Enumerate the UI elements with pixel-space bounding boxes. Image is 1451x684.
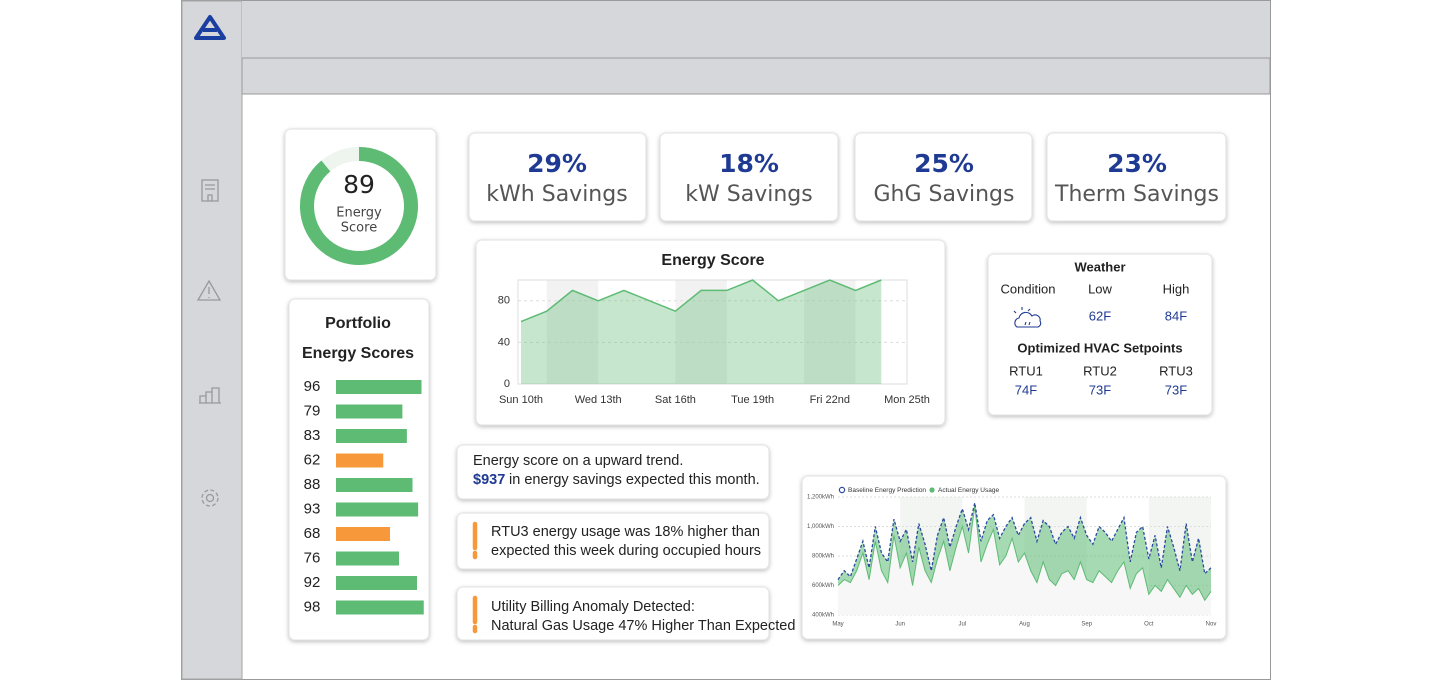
legend-label: Actual Energy Usage	[938, 487, 999, 494]
weather-title: Weather	[1074, 259, 1125, 274]
x-tick-label: Jun	[895, 622, 905, 628]
portfolio-title: Portfolio	[325, 315, 391, 332]
y-tick-label: 40	[498, 336, 510, 348]
x-tick-label: Jul	[958, 622, 966, 628]
alert-text: expected this week during occupied hours	[491, 543, 761, 559]
y-tick-label: 80	[498, 295, 510, 307]
setpoint: 74F	[1015, 382, 1037, 397]
x-tick-label: Fri 22nd	[810, 394, 850, 406]
setpoint: 73F	[1165, 382, 1187, 397]
x-tick-label: Aug	[1019, 622, 1030, 628]
savings-label: kWh Savings	[486, 182, 627, 207]
portfolio-bar	[336, 503, 418, 517]
portfolio-score: 68	[304, 525, 321, 542]
legend-marker	[839, 487, 844, 492]
weather-header: High	[1163, 281, 1190, 296]
portfolio-bar	[336, 552, 399, 566]
portfolio-score: 93	[304, 500, 321, 517]
unit-label: RTU3	[1159, 363, 1193, 378]
portfolio-bar	[336, 527, 390, 541]
weather-header: Low	[1088, 281, 1112, 296]
x-tick-label: Nov	[1206, 622, 1217, 628]
x-tick-label: May	[832, 622, 843, 628]
alert-text: in energy savings expected this month.	[509, 472, 760, 488]
legend-label: Baseline Energy Prediction	[848, 487, 926, 494]
unit-label: RTU2	[1083, 363, 1117, 378]
portfolio-score: 79	[304, 402, 321, 419]
x-tick-label: Tue 19th	[731, 394, 774, 406]
unit-label: RTU1	[1009, 363, 1043, 378]
portfolio-score: 96	[304, 378, 321, 395]
weather-high: 84F	[1165, 308, 1187, 323]
portfolio-score: 62	[304, 451, 321, 468]
alert-text: Natural Gas Usage 47% Higher Than Expect…	[491, 618, 795, 634]
portfolio-bar	[336, 380, 422, 394]
portfolio-bar	[336, 601, 424, 615]
portfolio-bar	[336, 478, 413, 492]
x-tick-label: Sep	[1081, 622, 1092, 628]
top-bar	[242, 1, 1270, 58]
portfolio-bar	[336, 576, 417, 590]
portfolio-score: 98	[304, 598, 321, 615]
savings-value: 29%	[527, 149, 587, 178]
x-tick-label: Sat 16th	[655, 394, 696, 406]
legend-marker	[929, 487, 934, 492]
x-tick-label: Mon 25th	[884, 394, 930, 406]
sidebar	[182, 1, 242, 679]
y-tick-label: 0	[504, 378, 510, 390]
y-tick-label: 800kWh	[812, 554, 834, 560]
x-tick-label: Sun 10th	[499, 394, 543, 406]
weather-header: Condition	[1001, 281, 1056, 296]
score-value: 89	[343, 170, 375, 199]
score-label: Score	[341, 221, 377, 236]
portfolio-bar	[336, 454, 383, 468]
sub-bar	[242, 58, 1270, 94]
portfolio-score: 83	[304, 427, 321, 444]
setpoint: 73F	[1089, 382, 1111, 397]
alert-card[interactable]	[457, 513, 769, 569]
y-tick-label: 1,200kWh	[807, 495, 834, 501]
chart-title: Energy Score	[661, 252, 764, 269]
portfolio-bar	[336, 429, 407, 443]
alert-text: Utility Billing Anomaly Detected:	[491, 599, 695, 615]
y-tick-label: 1,000kWh	[807, 524, 834, 530]
alert-text: RTU3 energy usage was 18% higher than	[491, 524, 760, 540]
x-tick-label: Wed 13th	[575, 394, 622, 406]
portfolio-score: 92	[304, 574, 321, 591]
portfolio-score: 88	[304, 476, 321, 493]
y-tick-label: 400kWh	[812, 613, 834, 619]
savings-label: GhG Savings	[874, 182, 1015, 207]
savings-value: 25%	[914, 149, 974, 178]
savings-label: Therm Savings	[1054, 182, 1219, 207]
weather-low: 62F	[1089, 308, 1111, 323]
savings-value: 23%	[1107, 149, 1167, 178]
y-tick-label: 600kWh	[812, 583, 834, 589]
savings-label: kW Savings	[685, 182, 812, 207]
savings-value: 18%	[719, 149, 779, 178]
alert-amount: $937	[473, 472, 505, 488]
portfolio-title: Energy Scores	[302, 345, 414, 362]
portfolio-score: 76	[304, 549, 321, 566]
score-label: Energy	[336, 206, 382, 221]
alert-text: Energy score on a upward trend.	[473, 453, 683, 469]
portfolio-bar	[336, 405, 402, 419]
x-tick-label: Oct	[1144, 622, 1154, 628]
area	[521, 280, 881, 384]
setpoints-title: Optimized HVAC Setpoints	[1017, 340, 1182, 355]
